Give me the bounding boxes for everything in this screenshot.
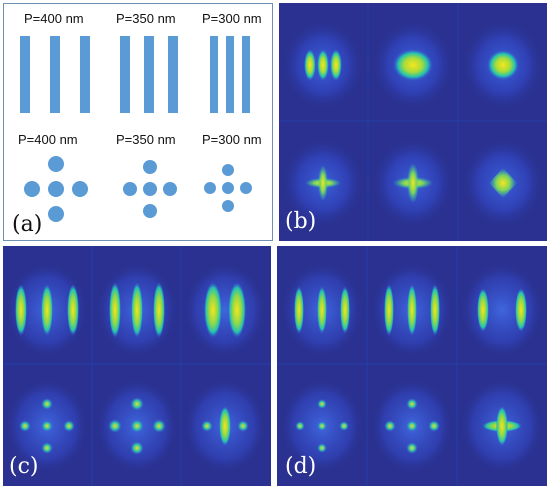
panel-a-schematic: P=400 nm P=350 nm P=300 nm (3, 3, 273, 241)
panel-letter-c: (c) (9, 454, 39, 479)
nanodisk (222, 182, 234, 194)
grating-bar (242, 36, 250, 113)
nanodisk (222, 200, 234, 212)
grating-bar (168, 36, 178, 113)
period-label-disks-300: P=300 nm (202, 132, 262, 147)
nanodisk (222, 164, 234, 176)
period-label-disks-400: P=400 nm (18, 132, 78, 147)
nanodisk (48, 156, 64, 172)
nanodisk (24, 181, 40, 197)
field-map-c (3, 246, 271, 486)
panel-letter-a: (a) (12, 212, 43, 237)
nanodisk (48, 206, 64, 222)
period-label-bars-350: P=350 nm (116, 11, 176, 26)
panel-letter-d: (d) (285, 454, 317, 479)
period-label-bars-400: P=400 nm (24, 11, 84, 26)
nanodisk (143, 160, 157, 174)
panel-c-field-maps: (c) (3, 246, 271, 486)
grating-bar (210, 36, 218, 113)
field-map-d (277, 246, 547, 486)
grating-bar (144, 36, 154, 113)
nanodisk (72, 181, 88, 197)
nanodisk (123, 182, 137, 196)
nanodisk (204, 182, 216, 194)
grating-bar (20, 36, 30, 113)
period-label-disks-350: P=350 nm (116, 132, 176, 147)
nanodisk (143, 182, 157, 196)
period-label-bars-300: P=300 nm (202, 11, 262, 26)
nanostructure-schematic (20, 36, 252, 222)
grating-bar (226, 36, 234, 113)
panel-d-field-maps: (d) (277, 246, 547, 486)
grating-bar (80, 36, 90, 113)
grating-bar (50, 36, 60, 113)
nanodisk (48, 181, 64, 197)
panel-letter-b: (b) (285, 209, 317, 234)
field-map-b (279, 3, 547, 241)
grating-bar (120, 36, 130, 113)
nanodisk (143, 204, 157, 218)
nanodisk (163, 182, 177, 196)
nanodisk (240, 182, 252, 194)
panel-b-field-maps: (b) (279, 3, 547, 241)
